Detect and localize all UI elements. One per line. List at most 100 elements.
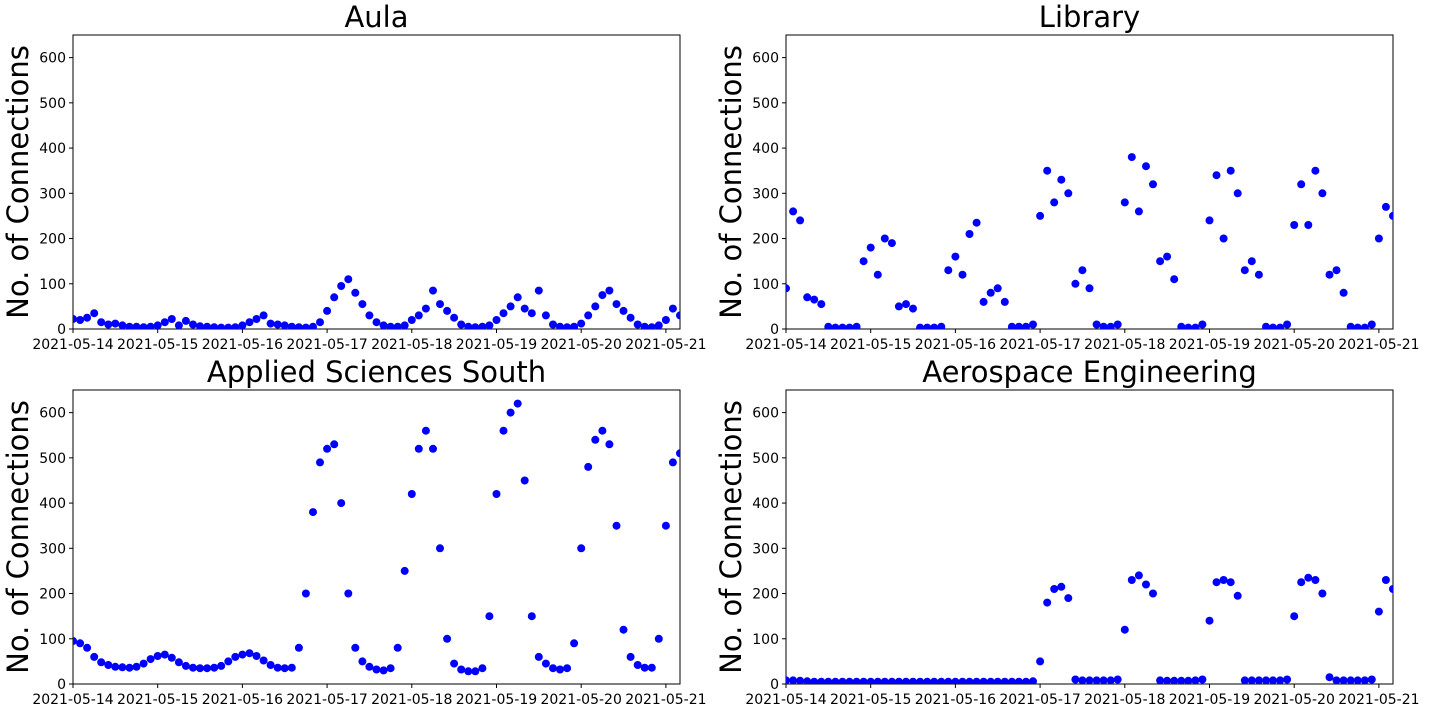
data-point: [301, 323, 310, 329]
data-point: [358, 657, 367, 666]
data-point: [1149, 589, 1157, 598]
y-tick-label: 0: [770, 677, 779, 693]
x-tick-label: 2021-05-21: [625, 692, 706, 708]
y-tick-label: 600: [752, 51, 779, 67]
data-point: [668, 458, 677, 467]
data-point: [266, 319, 275, 328]
data-point: [316, 458, 324, 467]
data-point: [831, 323, 840, 329]
x-tick-label: 2021-05-21: [1338, 337, 1419, 353]
data-point: [1360, 676, 1369, 684]
data-point: [464, 667, 473, 676]
y-tick-label: 0: [57, 677, 66, 693]
y-tick-label: 500: [752, 451, 779, 467]
y-tick-label: 100: [752, 632, 779, 648]
data-point: [217, 323, 226, 329]
data-point: [866, 243, 875, 252]
data-point: [1142, 162, 1150, 171]
data-point: [902, 677, 910, 684]
data-point: [90, 652, 99, 661]
data-point: [125, 322, 134, 329]
x-tick-label: 2021-05-15: [830, 692, 911, 708]
data-point: [160, 650, 169, 659]
y-tick-label: 600: [752, 406, 779, 422]
data-point: [873, 677, 882, 684]
data-point: [210, 663, 219, 672]
data-point: [527, 612, 536, 621]
data-point: [323, 306, 332, 315]
data-point: [676, 449, 680, 458]
panel-library: Library No. of Connections 0 100 200 300 400…: [714, 0, 1420, 353]
data-point: [1240, 676, 1249, 684]
data-point: [1170, 676, 1179, 684]
x-tick-label: 2021-05-14: [32, 692, 113, 708]
data-point: [132, 322, 141, 329]
data-point: [894, 677, 903, 684]
y-axis-label: No. of Connections: [1, 400, 35, 674]
data-point: [379, 321, 388, 329]
data-point: [259, 311, 268, 320]
data-point: [1177, 322, 1186, 329]
data-point: [351, 643, 360, 652]
data-point: [90, 309, 99, 318]
y-tick-label: 200: [39, 232, 66, 248]
data-point: [1007, 677, 1016, 684]
x-tick-label: 2021-05-15: [117, 337, 198, 353]
data-point: [866, 677, 875, 684]
data-point: [1029, 677, 1037, 684]
data-point: [1085, 284, 1094, 293]
data-point: [1226, 166, 1235, 175]
data-point: [577, 544, 586, 553]
data-point: [1283, 675, 1292, 684]
data-point: [902, 300, 910, 309]
data-point: [986, 288, 995, 297]
data-point: [421, 426, 430, 435]
data-point: [76, 639, 85, 648]
data-point: [139, 323, 148, 329]
data-point: [407, 316, 416, 324]
y-tick-label: 400: [39, 141, 66, 157]
data-point: [972, 677, 981, 684]
data-point: [979, 297, 988, 306]
data-point: [909, 304, 917, 313]
data-point: [1276, 676, 1285, 684]
data-point: [471, 667, 480, 676]
data-point: [1099, 322, 1108, 329]
data-point: [1254, 270, 1263, 279]
data-point: [1043, 598, 1052, 607]
data-point: [1360, 323, 1369, 329]
data-point: [196, 664, 204, 673]
x-tick-label: 2021-05-18: [1084, 337, 1165, 353]
data-point: [181, 661, 190, 670]
data-point: [1043, 166, 1052, 175]
data-point: [287, 322, 296, 329]
data-point: [181, 316, 190, 325]
data-point: [838, 677, 847, 684]
data-point: [414, 311, 423, 320]
y-tick-label: 0: [57, 322, 66, 338]
data-point: [146, 655, 155, 664]
data-point: [337, 282, 346, 290]
x-tick-label: 2021-05-14: [745, 692, 826, 708]
data-point: [626, 652, 635, 661]
y-tick-label: 300: [39, 186, 66, 202]
data-point: [139, 659, 148, 668]
data-point: [1233, 189, 1242, 198]
data-point: [1120, 625, 1129, 634]
data-point: [266, 661, 275, 669]
data-point: [1127, 153, 1136, 162]
data-point: [146, 322, 155, 329]
data-point: [499, 426, 508, 435]
data-point: [654, 321, 663, 329]
y-tick-label: 0: [770, 322, 779, 338]
data-point: [1311, 576, 1320, 584]
series-points: [73, 275, 680, 329]
data-point: [167, 315, 176, 323]
data-point: [1325, 270, 1334, 279]
data-point: [224, 657, 233, 666]
data-point: [372, 665, 381, 674]
y-tick-label: 600: [39, 51, 66, 67]
y-tick-label: 600: [39, 406, 66, 422]
data-point: [909, 677, 917, 684]
data-point: [125, 663, 134, 672]
